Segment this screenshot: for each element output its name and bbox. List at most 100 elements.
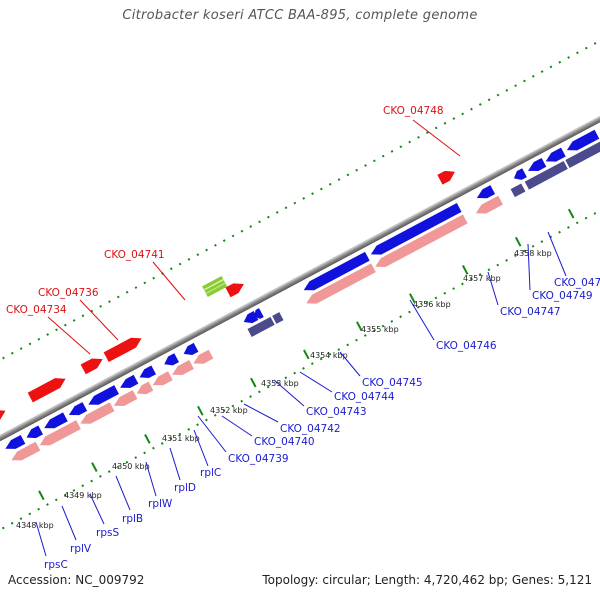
- label-leader-line: [412, 119, 461, 157]
- reverse-cds-arrow[interactable]: [24, 425, 44, 442]
- scale-tick: [356, 321, 363, 332]
- highlighted-gene[interactable]: [202, 276, 228, 297]
- forward-cds-arrow[interactable]: [437, 167, 457, 185]
- reverse-cds-arrow[interactable]: [86, 385, 119, 409]
- reverse-gene-label[interactable]: CKO_04744: [334, 391, 395, 403]
- accession-text: Accession: NC_009792: [8, 573, 145, 587]
- reverse-misc-feature[interactable]: [272, 312, 284, 324]
- reverse-rna-arrow[interactable]: [373, 214, 468, 272]
- label-leader-line: [145, 461, 157, 497]
- scale-tick: [461, 265, 469, 275]
- reverse-gene-label[interactable]: rplB: [122, 513, 143, 525]
- scale-tick-label: 4356 kbp: [413, 300, 451, 309]
- forward-cds-arrow[interactable]: [103, 334, 144, 363]
- scale-tick: [250, 377, 257, 388]
- reverse-gene-label[interactable]: CKO_04740: [254, 436, 315, 448]
- scale-ruler: [38, 208, 575, 501]
- reverse-gene-label[interactable]: CKO_04749: [532, 290, 593, 302]
- reverse-strand-features: [3, 129, 600, 465]
- reverse-cds-arrow[interactable]: [565, 129, 600, 155]
- scale-tick-label: 4354 kbp: [310, 351, 348, 360]
- reverse-gene-label[interactable]: CKO_04742: [280, 423, 341, 435]
- scale-tick: [303, 349, 310, 360]
- reverse-cds-arrow[interactable]: [369, 203, 462, 259]
- forward-gene-label[interactable]: CKO_04734: [6, 304, 67, 316]
- reverse-cds-arrow[interactable]: [526, 157, 547, 175]
- reverse-gene-label[interactable]: CKO_04745: [362, 377, 423, 389]
- forward-gene-label[interactable]: CKO_04748: [383, 105, 444, 117]
- scale-tick: [409, 293, 416, 303]
- label-leader-line: [61, 505, 77, 541]
- forward-cds-arrow[interactable]: [0, 406, 8, 425]
- reverse-rna-arrow[interactable]: [170, 360, 194, 379]
- scale-tick-label: 4357 kbp: [463, 274, 501, 283]
- reverse-gene-label[interactable]: CKO_04747: [500, 306, 561, 318]
- scale-tick: [144, 434, 151, 444]
- reverse-rna-arrow[interactable]: [9, 441, 41, 465]
- reverse-cds-arrow[interactable]: [137, 365, 157, 381]
- reverse-cds-arrow[interactable]: [474, 185, 496, 202]
- reverse-gene-label[interactable]: CKO_04750: [554, 277, 600, 289]
- reverse-cds-arrow[interactable]: [118, 374, 139, 392]
- reverse-cds-arrow[interactable]: [162, 353, 179, 368]
- label-leader-line: [527, 243, 531, 291]
- reverse-cds-arrow[interactable]: [67, 402, 88, 419]
- reverse-cds-arrow[interactable]: [181, 342, 199, 358]
- reverse-rna-arrow[interactable]: [112, 390, 138, 410]
- highlight-stripe: [205, 282, 226, 295]
- reverse-gene-label[interactable]: rplD: [174, 482, 196, 494]
- label-leader-line: [115, 475, 131, 511]
- map-title: Citrobacter koseri ATCC BAA-895, complet…: [122, 8, 478, 23]
- reverse-rna-arrow[interactable]: [37, 420, 81, 449]
- reverse-rna-arrow[interactable]: [78, 402, 115, 428]
- reverse-rna-arrow[interactable]: [474, 195, 503, 218]
- reverse-cds-arrow[interactable]: [543, 147, 566, 166]
- reverse-gene-label[interactable]: rplW: [148, 498, 173, 510]
- label-leader-line: [197, 415, 227, 453]
- reverse-gene-label[interactable]: CKO_04743: [306, 406, 367, 418]
- reverse-gene-label[interactable]: CKO_04746: [436, 340, 497, 352]
- label-leader-line: [273, 379, 305, 407]
- reverse-cds-arrow[interactable]: [42, 412, 68, 432]
- genome-backbone: [0, 83, 600, 484]
- reverse-cds-arrow[interactable]: [241, 311, 259, 326]
- reverse-cds-arrow[interactable]: [301, 251, 370, 295]
- reverse-misc-feature[interactable]: [247, 316, 275, 337]
- label-leader-line: [35, 521, 47, 557]
- label-leader-line: [152, 261, 186, 301]
- reverse-cds-arrow[interactable]: [3, 434, 26, 453]
- reverse-cds-arrow[interactable]: [252, 308, 264, 321]
- gc-content-track-inner: [0, 156, 600, 553]
- reverse-gene-label[interactable]: rpsS: [96, 527, 119, 539]
- label-leader-line: [339, 351, 361, 377]
- reverse-gene-label[interactable]: CKO_04739: [228, 453, 289, 465]
- reverse-misc-feature[interactable]: [510, 183, 526, 198]
- reverse-rna-arrow[interactable]: [191, 349, 214, 368]
- scale-tick: [197, 405, 204, 416]
- reverse-cds-arrow[interactable]: [512, 168, 527, 182]
- label-leader-line: [79, 299, 119, 341]
- reverse-rna-arrow[interactable]: [150, 371, 173, 389]
- scale-tick: [91, 462, 98, 472]
- forward-cds-arrow[interactable]: [80, 354, 106, 375]
- forward-strand-features: [0, 167, 457, 425]
- forward-cds-arrow[interactable]: [225, 279, 246, 298]
- reverse-rna-arrow[interactable]: [304, 263, 376, 308]
- scale-tick-label: 4348 kbp: [16, 521, 54, 530]
- label-leader-line: [47, 316, 91, 355]
- forward-gene-label[interactable]: CKO_04736: [38, 287, 99, 299]
- scale-tick-label: 4355 kbp: [361, 325, 399, 334]
- reverse-rna-arrow[interactable]: [134, 381, 154, 398]
- reverse-misc-feature[interactable]: [565, 131, 600, 168]
- feature-labels: 4348 kbp 4349 kbp 4350 kbp 4351 kbp 4352 kbp…: [6, 105, 600, 571]
- reverse-gene-label[interactable]: rplV: [70, 543, 92, 555]
- label-leader-line: [89, 493, 105, 525]
- forward-gene-label[interactable]: CKO_04741: [104, 249, 165, 261]
- reverse-gene-label[interactable]: rpsC: [44, 559, 68, 571]
- reverse-gene-label[interactable]: rplC: [200, 467, 221, 479]
- forward-cds-arrow[interactable]: [27, 374, 68, 403]
- scale-tick-label: 4351 kbp: [162, 434, 200, 443]
- label-leader-line: [487, 271, 499, 306]
- reverse-misc-feature[interactable]: [524, 160, 568, 190]
